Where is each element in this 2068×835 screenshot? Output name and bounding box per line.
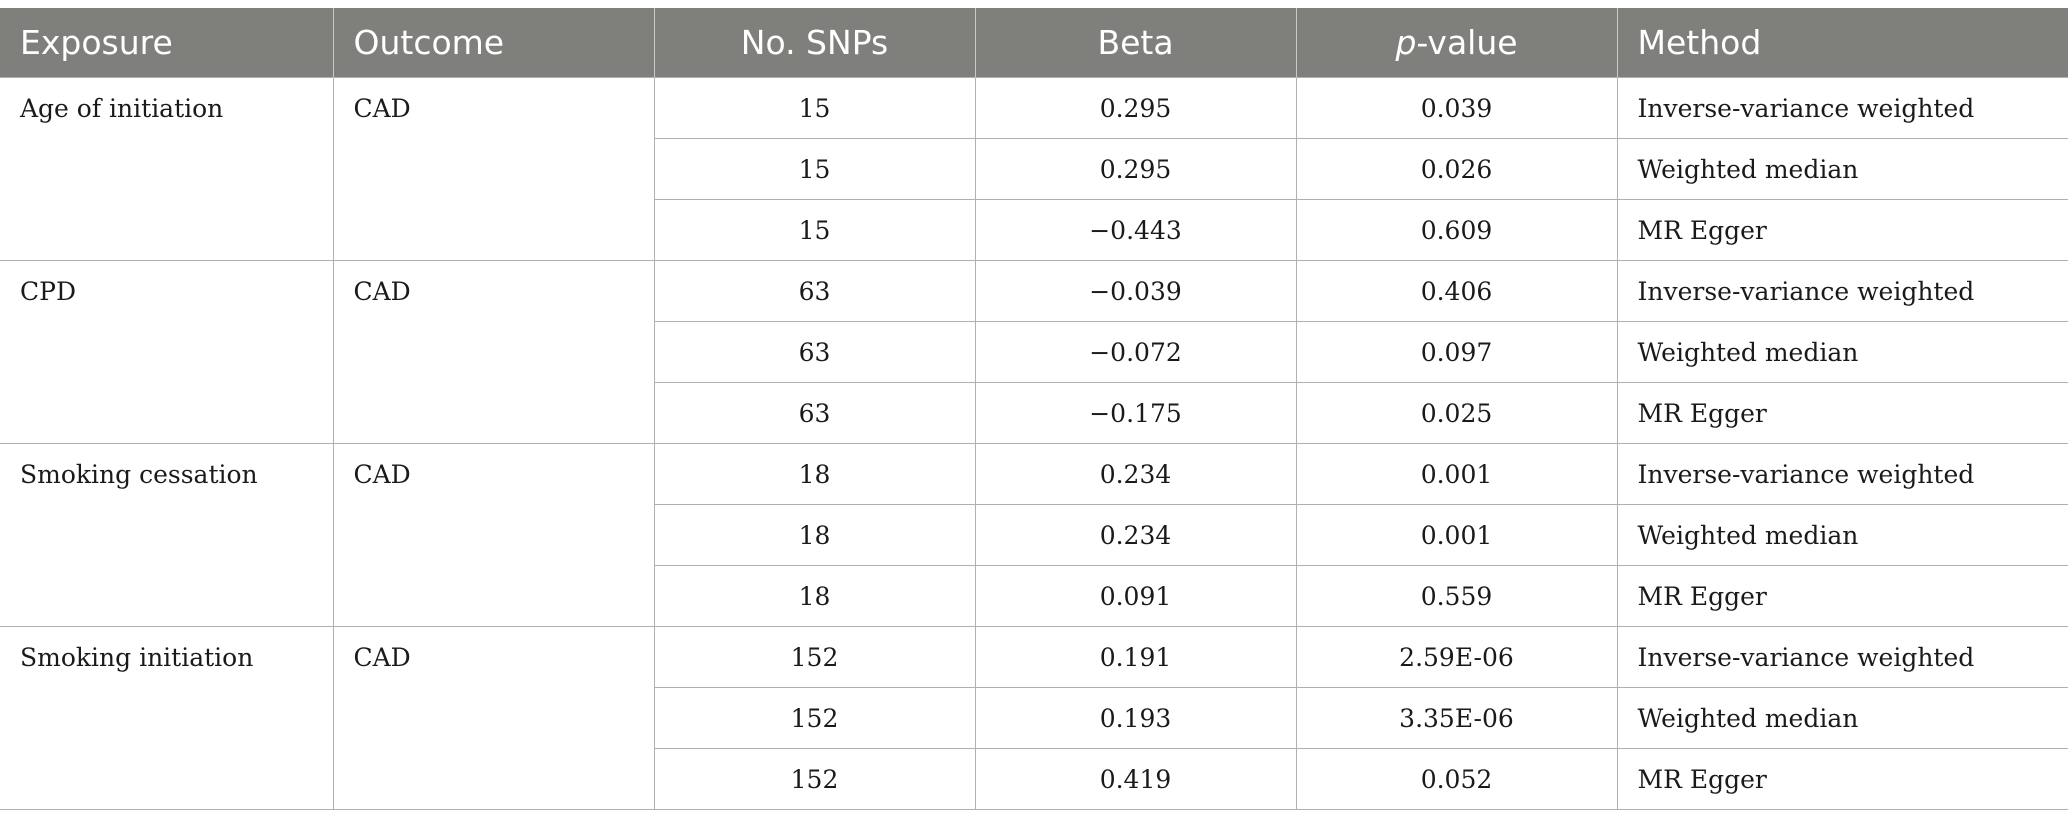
cell-method: Inverse-variance weighted	[1616, 260, 2068, 322]
cell-pvalue: 0.025	[1295, 382, 1618, 444]
cell-beta: 0.193	[974, 687, 1297, 749]
table-row: Smoking initiation CAD 152 0.191 2.59E-0…	[0, 626, 2068, 810]
header-outcome: Outcome	[332, 8, 654, 78]
cell-exposure: Smoking initiation	[0, 626, 334, 810]
table-row: 15 0.295 0.026 Weighted median	[0, 138, 2068, 200]
header-pvalue-rest: -value	[1416, 23, 1518, 62]
cell-snps: 152	[654, 687, 976, 749]
cell-pvalue: 0.559	[1295, 565, 1618, 627]
cell-snps: 152	[654, 748, 976, 810]
results-table: Exposure Outcome No. SNPs Beta p-value M…	[0, 8, 2068, 810]
cell-outcome: CAD	[332, 77, 655, 261]
cell-pvalue: 0.026	[1295, 138, 1618, 200]
cell-outcome: CAD	[332, 260, 655, 444]
cell-beta: 0.295	[974, 138, 1297, 200]
cell-beta: 0.419	[974, 748, 1297, 810]
cell-snps: 18	[654, 504, 976, 566]
cell-method: Weighted median	[1616, 138, 2068, 200]
table-row: 18 0.234 0.001 Weighted median	[0, 504, 2068, 566]
cell-pvalue: 2.59E-06	[1295, 626, 1618, 688]
table-row: 18 0.091 0.559 MR Egger	[0, 565, 2068, 627]
cell-snps: 18	[653, 443, 976, 505]
cell-pvalue: 0.609	[1295, 199, 1618, 261]
header-pvalue: p-value	[1295, 8, 1617, 78]
cell-method: MR Egger	[1616, 382, 2068, 444]
cell-method: Weighted median	[1616, 321, 2068, 383]
table-row: 152 0.193 3.35E-06 Weighted median	[0, 687, 2068, 749]
cell-pvalue: 0.001	[1295, 504, 1618, 566]
cell-beta: 0.234	[974, 443, 1297, 505]
cell-beta: −0.443	[974, 199, 1297, 261]
table-row: Smoking cessation CAD 18 0.234 0.001 Inv…	[0, 443, 2068, 627]
cell-method: Weighted median	[1616, 687, 2068, 749]
cell-snps: 15	[653, 77, 976, 139]
cell-exposure: CPD	[0, 260, 334, 444]
cell-beta: 0.234	[974, 504, 1297, 566]
cell-beta: 0.191	[974, 626, 1297, 688]
cell-beta: 0.091	[974, 565, 1297, 627]
cell-snps: 63	[654, 382, 976, 444]
cell-snps: 15	[654, 199, 976, 261]
table-row: CPD CAD 63 −0.039 0.406 Inverse-variance…	[0, 260, 2068, 444]
header-snps: No. SNPs	[653, 8, 975, 78]
cell-method: MR Egger	[1616, 199, 2068, 261]
header-row: Exposure Outcome No. SNPs Beta p-value M…	[0, 8, 2068, 78]
cell-outcome: CAD	[332, 626, 655, 810]
cell-pvalue: 3.35E-06	[1295, 687, 1618, 749]
cell-snps: 152	[653, 626, 976, 688]
table-row: 152 0.419 0.052 MR Egger	[0, 748, 2068, 810]
cell-beta: −0.072	[974, 321, 1297, 383]
cell-outcome: CAD	[332, 443, 655, 627]
cell-pvalue: 0.001	[1295, 443, 1618, 505]
table-row: 15 −0.443 0.609 MR Egger	[0, 199, 2068, 261]
cell-method: MR Egger	[1616, 565, 2068, 627]
header-method: Method	[1616, 8, 2068, 78]
cell-method: Inverse-variance weighted	[1616, 77, 2068, 139]
cell-pvalue: 0.039	[1295, 77, 1618, 139]
table-body: Age of initiation CAD 15 0.295 0.039 Inv…	[0, 77, 2068, 810]
cell-method: MR Egger	[1616, 748, 2068, 810]
table-row: Age of initiation CAD 15 0.295 0.039 Inv…	[0, 77, 2068, 261]
cell-method: Inverse-variance weighted	[1616, 443, 2068, 505]
cell-beta: 0.295	[974, 77, 1297, 139]
table-row: 63 −0.072 0.097 Weighted median	[0, 321, 2068, 383]
cell-pvalue: 0.097	[1295, 321, 1618, 383]
header-exposure: Exposure	[0, 8, 333, 78]
cell-exposure: Smoking cessation	[0, 443, 334, 627]
cell-pvalue: 0.052	[1295, 748, 1618, 810]
cell-pvalue: 0.406	[1295, 260, 1618, 322]
header-beta: Beta	[974, 8, 1296, 78]
cell-snps: 15	[654, 138, 976, 200]
cell-method: Weighted median	[1616, 504, 2068, 566]
cell-method: Inverse-variance weighted	[1616, 626, 2068, 688]
table-row: 63 −0.175 0.025 MR Egger	[0, 382, 2068, 444]
cell-beta: −0.175	[974, 382, 1297, 444]
cell-exposure: Age of initiation	[0, 77, 334, 261]
cell-snps: 63	[654, 321, 976, 383]
cell-snps: 63	[653, 260, 976, 322]
cell-beta: −0.039	[974, 260, 1297, 322]
cell-snps: 18	[654, 565, 976, 627]
header-pvalue-italic: p	[1395, 23, 1417, 62]
